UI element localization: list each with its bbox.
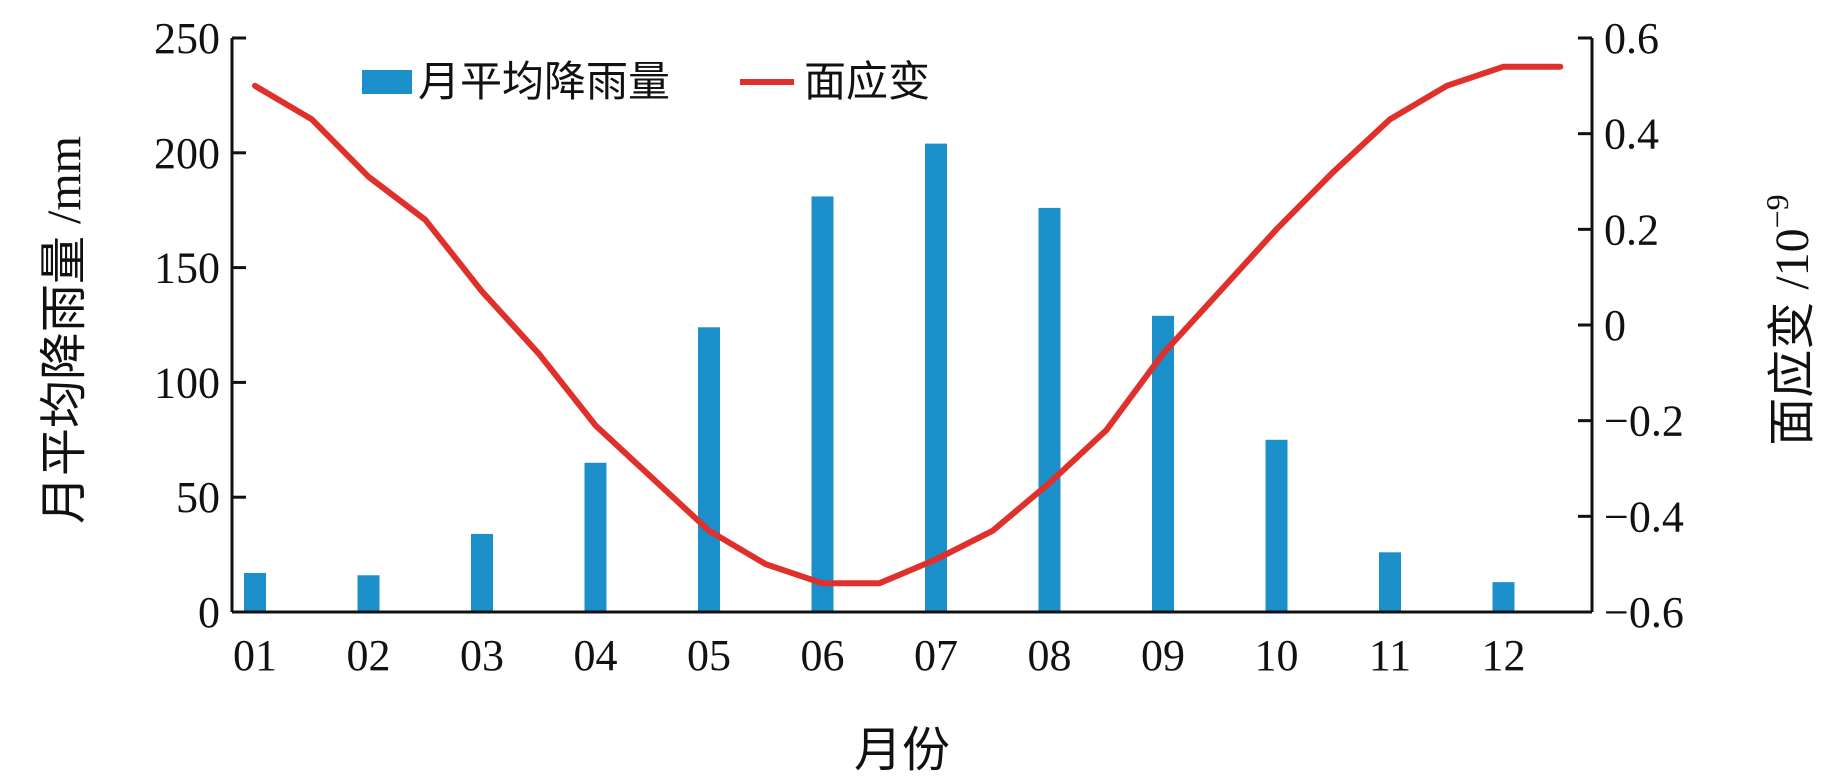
x-tick-label-05: 05 [687,631,731,680]
y-right-axis-title: 面应变 /10−9 [1759,194,1819,445]
y-left-tick-label: 250 [154,14,220,63]
bar-10 [1265,439,1288,612]
y-left-tick-label: 50 [176,473,220,522]
x-tick-label-07: 07 [914,631,958,680]
x-axis-title: 月份 [854,724,950,777]
bar-05 [698,327,720,612]
bar-08 [1038,207,1061,613]
bar-03 [471,533,493,612]
x-tick-label-06: 06 [801,631,845,680]
y-left-tick-label: 150 [154,244,220,293]
bar-09 [1152,315,1174,612]
y-right-axis-title-exponent: −9 [1759,194,1795,228]
y-right-tick-label: −0.4 [1604,492,1684,541]
x-tick-label-01: 01 [233,631,277,680]
bars-layer [244,143,1515,613]
strain-line [252,63,1564,587]
y-right-tick-label: −0.2 [1604,397,1684,446]
x-tick-label-02: 02 [347,631,391,680]
legend-label-strain: 面应变 [804,59,930,106]
bar-07 [925,143,947,612]
x-tick-label-04: 04 [574,631,618,680]
x-tick-label-12: 12 [1482,631,1526,680]
y-right-tick-label: −0.6 [1604,588,1684,637]
y-right-tick-label: 0.6 [1604,14,1659,63]
y-right-tick-label: 0.4 [1604,110,1659,159]
bar-12 [1492,582,1515,612]
line-layer [252,63,1564,587]
y-left-tick-label: 100 [154,358,220,407]
y-left-axis-title: 月平均降雨量 /mm [38,136,91,524]
bar-06 [811,196,834,612]
bar-04 [584,462,607,612]
legend-swatch-rainfall [362,70,412,94]
y-left-tick-label: 0 [198,588,220,637]
x-tick-label-10: 10 [1255,631,1299,680]
x-tick-label-03: 03 [460,631,504,680]
y-right-tick-label: 0 [1604,301,1626,350]
axes-layer [230,36,1594,614]
bar-01 [244,572,266,612]
x-tick-label-11: 11 [1369,631,1411,680]
legend: 月平均降雨量 面应变 [362,59,930,106]
y-right-tick-label: 0.2 [1604,205,1659,254]
x-tick-label-09: 09 [1141,631,1185,680]
x-tick-label-08: 08 [1028,631,1072,680]
y-left-tick-label: 200 [154,129,220,178]
bar-02 [357,575,380,612]
bar-11 [1379,552,1401,612]
legend-label-rainfall: 月平均降雨量 [418,60,670,106]
y-right-axis-title-base: 面应变 /10 [1766,228,1819,445]
